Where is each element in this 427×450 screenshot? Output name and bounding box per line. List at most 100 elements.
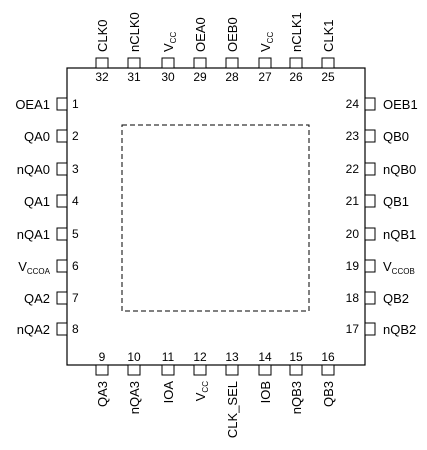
pin-pad <box>56 129 68 143</box>
pin-label: OEB1 <box>383 97 418 112</box>
pin-14: 14 IOB <box>258 350 273 403</box>
pin-pad <box>193 364 207 376</box>
pin-number: 18 <box>346 291 360 305</box>
pin-number: 29 <box>193 70 207 84</box>
pin-label: QA1 <box>24 194 50 209</box>
pin-number: 30 <box>161 70 175 84</box>
pin-pad <box>364 162 376 176</box>
pin-label: nQA2 <box>17 322 50 337</box>
pin-pad <box>364 259 376 273</box>
pin-number: 14 <box>258 350 272 364</box>
pin-label: nCLK1 <box>289 12 304 52</box>
pin-1: 1 OEA1 <box>15 97 79 112</box>
pin-17: 17 nQB2 <box>346 322 417 337</box>
pin-pad <box>193 57 207 69</box>
pin-28: 28 OEB0 <box>225 17 240 84</box>
pin-pad <box>161 364 175 376</box>
pin-label: VCCOB <box>383 259 415 276</box>
pin-label: nQB3 <box>289 381 304 414</box>
pin-pad <box>127 364 141 376</box>
pin-label: QB2 <box>383 291 409 306</box>
pin-pad <box>321 57 335 69</box>
pin-26: 26 nCLK1 <box>289 12 304 84</box>
pin-number: 27 <box>258 70 272 84</box>
pin-pad <box>225 364 239 376</box>
pin-pad <box>56 259 68 273</box>
pin-2: 2 QA0 <box>24 129 79 144</box>
pin-label: nQB0 <box>383 162 416 177</box>
pin-22: 22 nQB0 <box>346 162 417 177</box>
pin-18: 18 QB2 <box>346 291 409 306</box>
pin-10: 10 nQA3 <box>127 350 142 414</box>
pin-label: nQB2 <box>383 322 416 337</box>
pin-11: 11 IOA <box>161 350 176 403</box>
pin-pad <box>56 322 68 336</box>
package-body <box>66 67 366 366</box>
pin-32: 32 CLK0 <box>95 19 110 84</box>
pin-9: 9 QA3 <box>95 350 110 407</box>
pin-pad <box>364 322 376 336</box>
pin-pad <box>56 97 68 111</box>
pin-pad <box>161 57 175 69</box>
pin-25: 25 CLK1 <box>321 19 336 84</box>
pin-label: VCCOA <box>18 259 50 276</box>
pin-label: OEA0 <box>193 17 208 52</box>
pin-7: 7 QA2 <box>24 291 79 306</box>
pin-number: 21 <box>346 194 360 208</box>
pin-number: 8 <box>72 322 79 336</box>
pin-label: QB3 <box>321 381 336 407</box>
pin-27: 27 VCC <box>258 32 275 84</box>
pin-label: CLK1 <box>321 19 336 52</box>
pin-label: IOA <box>161 381 176 404</box>
pin-4: 4 QA1 <box>24 194 79 209</box>
pin-label: nQA0 <box>17 162 50 177</box>
pin-label: IOB <box>258 381 273 403</box>
pin-number: 12 <box>193 350 207 364</box>
pin-31: 31 nCLK0 <box>127 12 142 84</box>
pin-label: nQB1 <box>383 227 416 242</box>
pin-number: 9 <box>99 350 106 364</box>
pin-number: 13 <box>225 350 239 364</box>
pin-pad <box>56 162 68 176</box>
pin-13: 13 CLK_SEL <box>225 350 240 438</box>
pin-number: 17 <box>346 322 360 336</box>
pin-number: 16 <box>321 350 335 364</box>
pin-number: 11 <box>162 350 175 364</box>
pin-pad <box>364 291 376 305</box>
pin-label: QA0 <box>24 129 50 144</box>
pin-label: CLK_SEL <box>225 381 240 438</box>
pin-number: 4 <box>72 194 79 208</box>
pin-label: QA3 <box>95 381 110 407</box>
pin-pad <box>258 57 272 69</box>
pin-number: 32 <box>95 70 109 84</box>
pin-label: CLK0 <box>95 19 110 52</box>
pin-number: 23 <box>346 129 360 143</box>
pin-label: QB0 <box>383 129 409 144</box>
pin-label: nCLK0 <box>127 12 142 52</box>
pin-label: QB1 <box>383 194 409 209</box>
exposed-pad-outline <box>121 124 310 312</box>
pin-label: OEB0 <box>225 17 240 52</box>
pin-20: 20 nQB1 <box>346 227 417 242</box>
pin-number: 1 <box>72 97 79 111</box>
pin-16: 16 QB3 <box>321 350 336 407</box>
pin-23: 23 QB0 <box>346 129 409 144</box>
pin-number: 5 <box>72 227 79 241</box>
pin-pad <box>321 364 335 376</box>
pin-number: 7 <box>72 291 79 305</box>
pin-label: nQA3 <box>127 381 142 414</box>
pin-number: 6 <box>72 259 79 273</box>
pin-pad <box>289 57 303 69</box>
pin-5: 5 nQA1 <box>17 227 79 242</box>
pin-label: VCC <box>193 381 210 401</box>
pin-pad <box>364 227 376 241</box>
pin-number: 25 <box>321 70 335 84</box>
pin-number: 24 <box>346 97 360 111</box>
pin-21: 21 QB1 <box>346 194 409 209</box>
pin-3: 3 nQA0 <box>17 162 79 177</box>
pin-number: 20 <box>346 227 360 241</box>
pin-pad <box>364 97 376 111</box>
pin-pad <box>56 291 68 305</box>
pin-number: 10 <box>127 350 141 364</box>
